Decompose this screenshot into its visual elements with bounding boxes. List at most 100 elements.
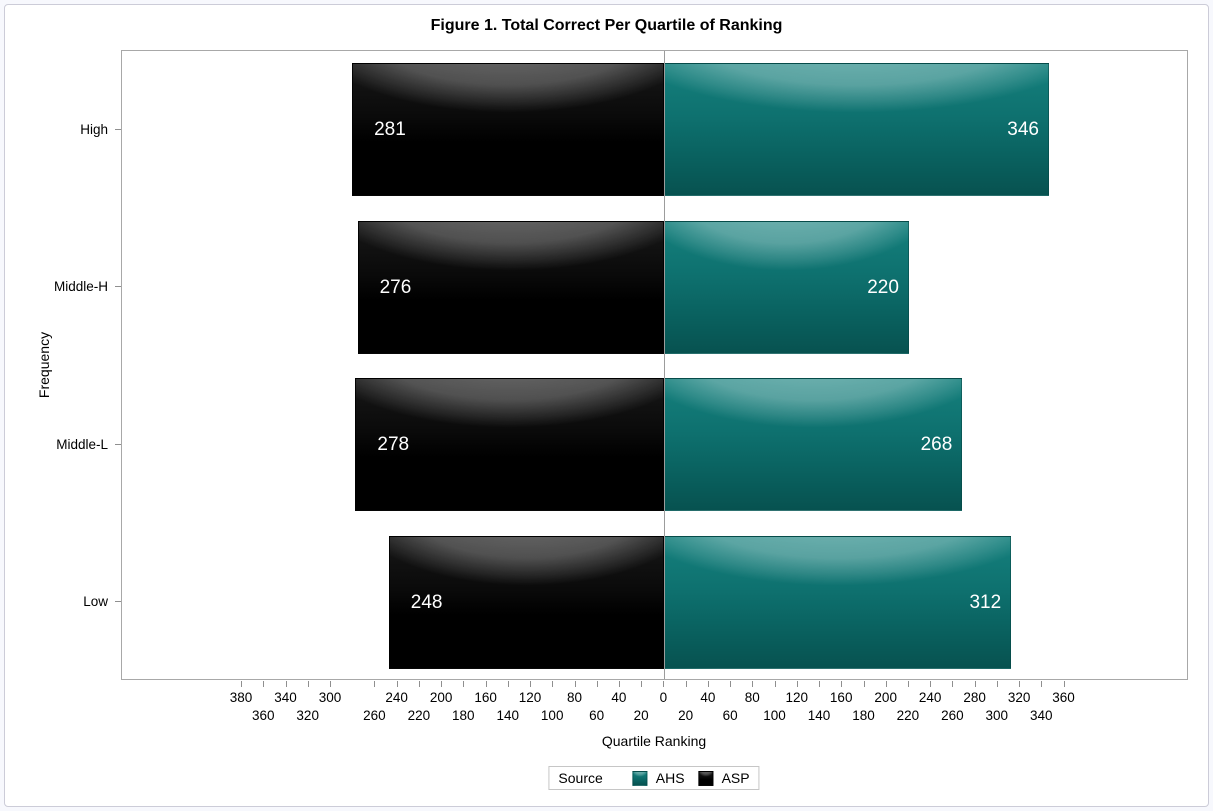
bar-value-label: 312 [969, 591, 1002, 613]
x-tick-mark [285, 681, 287, 687]
x-tick-label: 260 [941, 708, 964, 723]
x-tick-label: 140 [807, 708, 831, 723]
bar-asp-low: 248 [388, 535, 665, 669]
x-tick-label: 360 [1052, 690, 1075, 705]
x-tick-label: 100 [763, 708, 786, 723]
bar-value-label: 281 [374, 119, 406, 141]
y-tick-mark [115, 443, 121, 445]
x-tick-label: 320 [1007, 690, 1031, 705]
bar-asp-middle-h: 276 [357, 220, 665, 354]
x-tick-mark [1019, 681, 1021, 687]
bar-ahs-high: 346 [664, 63, 1049, 197]
legend-entry-label: AHS [655, 770, 685, 786]
x-tick-label: 80 [566, 690, 583, 705]
x-tick-mark [507, 681, 509, 687]
x-tick-mark [996, 681, 998, 687]
x-tick-mark [485, 681, 487, 687]
x-tick-mark [263, 681, 265, 687]
zero-reference-line [664, 51, 666, 679]
x-tick-label: 120 [785, 690, 809, 705]
x-tick-mark [396, 681, 398, 687]
chart-title: Figure 1. Total Correct Per Quartile of … [430, 17, 783, 34]
x-tick-label: 100 [540, 708, 564, 723]
bar-value-label: 268 [920, 434, 953, 456]
y-category-label: Middle-L [56, 436, 108, 452]
legend-entry-ahs: AHS [632, 770, 685, 786]
legend-swatch-ahs [632, 770, 648, 786]
x-tick-label: 0 [659, 690, 668, 705]
x-tick-mark [774, 681, 776, 687]
x-tick-mark [418, 681, 420, 687]
y-category-label: Middle-H [53, 279, 108, 295]
x-tick-label: 180 [852, 708, 875, 723]
x-tick-label: 260 [363, 708, 386, 723]
bar-value-label: 346 [1007, 119, 1039, 141]
x-tick-mark [863, 681, 865, 687]
x-tick-label: 240 [918, 690, 942, 705]
x-tick-label: 40 [700, 690, 716, 705]
x-tick-mark [441, 681, 443, 687]
x-tick-label: 220 [896, 708, 920, 723]
x-tick-label: 300 [318, 690, 342, 705]
y-tick-mark [115, 286, 121, 288]
x-tick-mark [530, 681, 531, 687]
x-axis-title: Quartile Ranking [601, 733, 707, 749]
bar-asp-high: 281 [352, 63, 665, 197]
legend: Source AHS ASP [548, 766, 760, 790]
bar-ahs-middle-h: 220 [664, 220, 909, 354]
x-tick-label: 160 [829, 690, 853, 705]
x-tick-mark [574, 681, 576, 687]
x-tick-mark [885, 681, 887, 687]
legend-entry-asp: ASP [698, 770, 750, 786]
x-tick-mark [752, 681, 754, 687]
bar-ahs-low: 312 [664, 535, 1012, 669]
y-category-label: Low [83, 594, 108, 610]
x-tick-mark [330, 681, 331, 687]
x-tick-mark [463, 681, 465, 687]
x-tick-label: 340 [274, 690, 297, 705]
x-tick-mark [241, 681, 242, 687]
bar-ahs-middle-l: 268 [664, 378, 963, 512]
x-tick-mark [730, 681, 732, 687]
bar-value-label: 248 [410, 591, 443, 613]
x-tick-label: 200 [874, 690, 897, 705]
x-tick-mark [641, 681, 643, 687]
bar-asp-middle-l: 278 [355, 378, 665, 512]
x-tick-mark [1041, 681, 1043, 687]
x-tick-label: 160 [474, 690, 497, 705]
legend-entry-label: ASP [721, 770, 750, 786]
y-axis-title: Frequency [36, 331, 52, 399]
plot-area: 281 346 276 220 278 268 248 312 [121, 50, 1188, 680]
x-tick-mark [952, 681, 954, 687]
x-tick-label: 240 [385, 690, 408, 705]
x-tick-label: 280 [963, 690, 986, 705]
x-tick-mark [707, 681, 709, 687]
x-tick-label: 380 [229, 690, 253, 705]
x-tick-label: 20 [633, 708, 649, 723]
x-tick-label: 180 [452, 708, 475, 723]
legend-title: Source [558, 770, 603, 786]
bar-value-label: 276 [379, 276, 412, 298]
x-tick-mark [374, 681, 376, 687]
x-tick-label: 80 [744, 690, 760, 705]
x-tick-label: 200 [429, 690, 453, 705]
x-tick-label: 340 [1030, 708, 1053, 723]
x-tick-label: 360 [252, 708, 275, 723]
x-tick-mark [907, 681, 909, 687]
x-tick-mark [1063, 681, 1065, 687]
bar-value-label: 220 [867, 276, 899, 298]
x-tick-label: 220 [407, 708, 431, 723]
x-tick-label: 320 [296, 708, 319, 723]
x-tick-mark [596, 681, 598, 687]
x-tick-label: 60 [589, 708, 605, 723]
y-tick-mark [115, 601, 121, 603]
x-tick-label: 40 [611, 690, 627, 705]
x-tick-mark [930, 681, 932, 687]
x-tick-mark [685, 681, 687, 687]
x-tick-mark [796, 681, 798, 687]
y-category-label: High [80, 121, 108, 137]
x-tick-label: 140 [496, 708, 520, 723]
x-tick-mark [618, 681, 620, 687]
x-tick-mark [974, 681, 976, 687]
